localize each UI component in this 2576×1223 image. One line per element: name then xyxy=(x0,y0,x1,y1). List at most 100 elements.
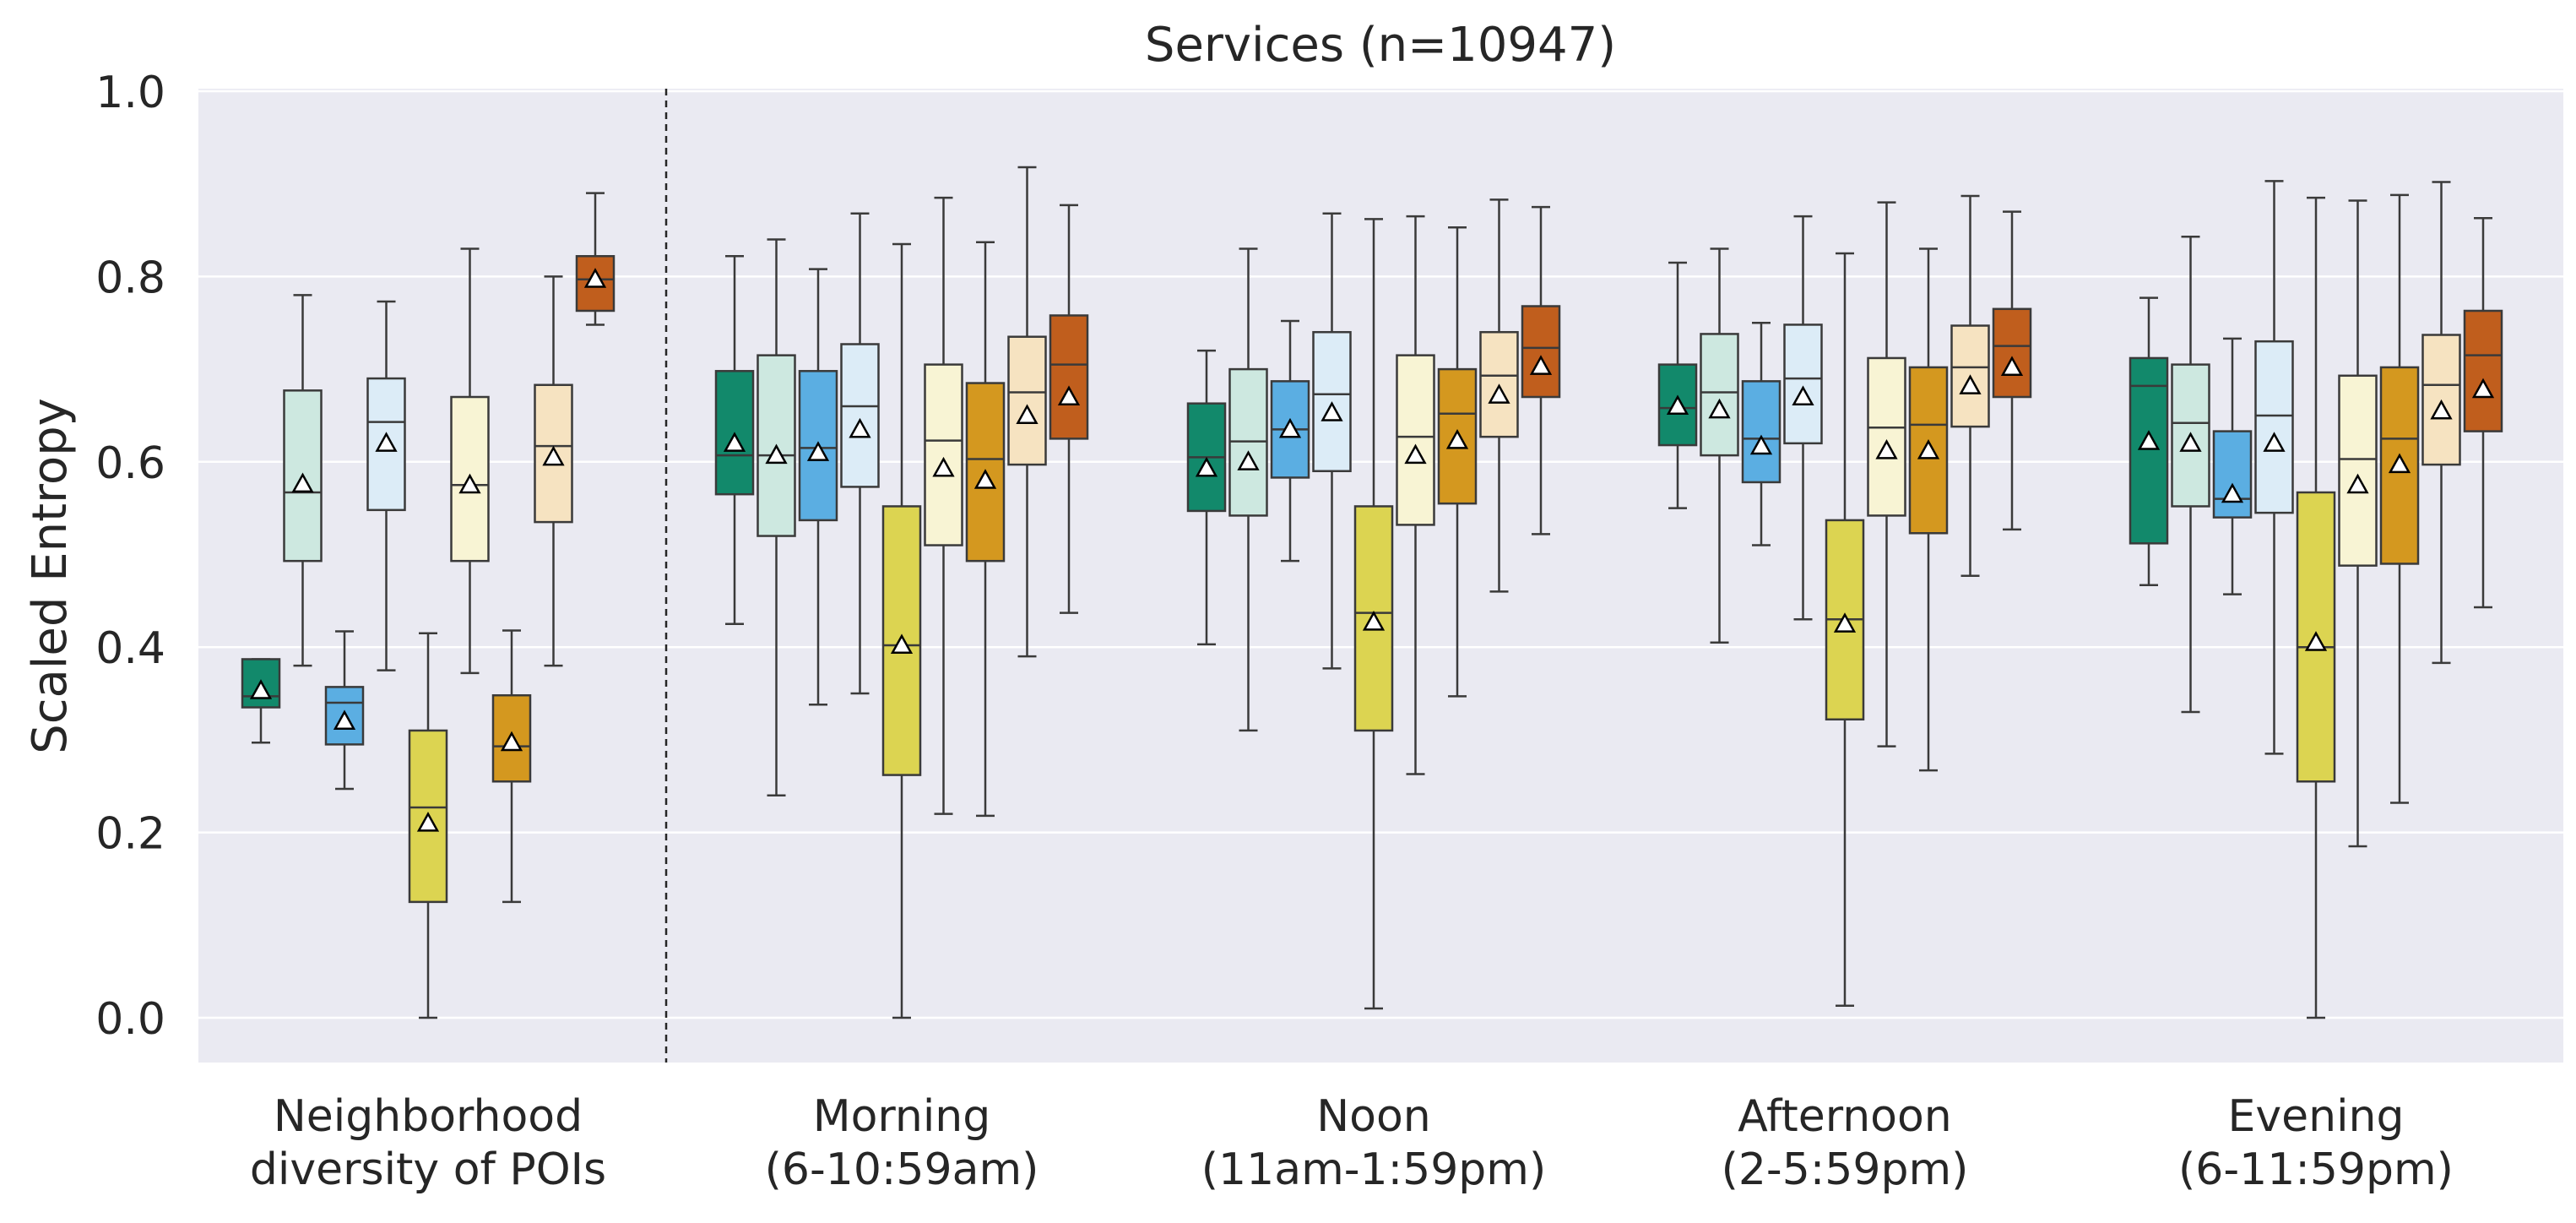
box xyxy=(881,242,922,1019)
box-body xyxy=(2212,430,2253,519)
mean-marker xyxy=(890,633,914,655)
x-tick-label: Morning xyxy=(813,1091,991,1142)
box-body xyxy=(2463,309,2503,432)
box-body xyxy=(2254,340,2294,514)
box xyxy=(2296,196,2336,1019)
box xyxy=(1741,322,1782,546)
box xyxy=(575,192,616,326)
x-tick-label: Afternoon xyxy=(1738,1091,1952,1142)
box xyxy=(450,247,490,675)
box xyxy=(2463,217,2503,609)
mean-marker xyxy=(416,812,440,832)
box xyxy=(1228,247,1268,732)
box xyxy=(840,212,880,695)
box xyxy=(757,238,796,796)
group-4 xyxy=(2129,180,2503,1019)
mean-marker xyxy=(2000,356,2024,376)
mean-marker xyxy=(1749,434,1773,455)
x-tick-label: Neighborhood xyxy=(274,1091,583,1142)
group-0 xyxy=(241,192,616,1019)
box xyxy=(1396,215,1435,775)
x-tick-label: (11am-1:59pm) xyxy=(1201,1144,1546,1195)
box xyxy=(2171,235,2210,714)
box-body xyxy=(1867,356,1906,517)
box xyxy=(1007,166,1047,658)
mean-marker xyxy=(973,469,997,489)
mean-marker xyxy=(249,679,273,699)
mean-marker xyxy=(2263,432,2286,452)
box xyxy=(1270,319,1310,563)
box xyxy=(1825,252,1865,1007)
chart-title: Services (n=10947) xyxy=(1145,18,1616,73)
mean-marker xyxy=(458,473,481,494)
box-body xyxy=(1741,380,1782,484)
mean-marker xyxy=(1404,443,1427,465)
box xyxy=(1437,226,1478,698)
group-2 xyxy=(1186,198,1561,1010)
mean-marker xyxy=(1195,456,1218,477)
box xyxy=(1353,218,1394,1010)
box xyxy=(2421,181,2461,665)
x-tick-label: (2-5:59pm) xyxy=(1722,1144,1969,1195)
mean-marker xyxy=(375,432,398,452)
x-tick-label: (6-11:59pm) xyxy=(2178,1144,2454,1195)
box xyxy=(1186,349,1227,646)
box-body xyxy=(1521,305,1561,399)
mean-marker xyxy=(2179,432,2202,452)
box xyxy=(408,632,448,1019)
box xyxy=(965,241,1006,818)
box-body xyxy=(2338,374,2378,567)
box xyxy=(491,629,532,904)
x-tick-label: diversity of POIs xyxy=(250,1144,606,1195)
mean-marker xyxy=(291,472,314,493)
y-axis-label: Scaled Entropy xyxy=(23,398,78,754)
box xyxy=(1479,198,1519,593)
mean-marker xyxy=(2221,482,2244,503)
y-tick-label: 0.8 xyxy=(95,253,165,303)
box xyxy=(1657,261,1698,509)
mean-marker xyxy=(806,441,830,461)
group-3 xyxy=(1657,194,2032,1007)
mean-marker xyxy=(765,443,788,465)
x-tick-label: Noon xyxy=(1316,1091,1430,1142)
mean-marker xyxy=(542,445,565,466)
box-body xyxy=(1783,323,1823,445)
box xyxy=(1867,201,1906,747)
box xyxy=(2379,193,2420,804)
box xyxy=(241,658,281,744)
x-tick-label: Evening xyxy=(2228,1091,2405,1142)
box-body xyxy=(1437,367,1478,505)
box xyxy=(1992,210,2032,531)
mean-marker xyxy=(583,268,607,288)
mean-marker xyxy=(1959,374,1982,394)
y-tick-label: 0.6 xyxy=(95,438,165,489)
mean-marker xyxy=(2346,473,2369,494)
mean-marker xyxy=(2430,399,2453,420)
mean-marker xyxy=(1833,612,1857,633)
box xyxy=(283,294,323,667)
box xyxy=(1783,215,1823,621)
mean-marker xyxy=(1708,398,1731,419)
mean-marker xyxy=(723,432,746,452)
box-body xyxy=(1007,335,1047,466)
box xyxy=(1700,247,1739,644)
mean-marker xyxy=(2388,453,2411,474)
mean-marker xyxy=(1792,385,1814,406)
box-body xyxy=(840,343,880,488)
group-1 xyxy=(714,166,1089,1019)
box xyxy=(1908,247,1949,772)
mean-marker xyxy=(1875,439,1898,459)
mean-marker xyxy=(1016,404,1039,424)
box-body xyxy=(2129,356,2169,545)
box xyxy=(2212,337,2253,595)
box xyxy=(2129,296,2169,586)
box xyxy=(2254,180,2294,755)
mean-marker xyxy=(500,731,523,752)
box-body xyxy=(798,370,838,522)
y-tick-label: 1.0 xyxy=(95,68,165,118)
box xyxy=(534,275,573,667)
mean-marker xyxy=(2137,430,2161,450)
mean-marker xyxy=(1362,611,1386,631)
box-body xyxy=(1396,354,1435,526)
box xyxy=(1312,212,1352,670)
